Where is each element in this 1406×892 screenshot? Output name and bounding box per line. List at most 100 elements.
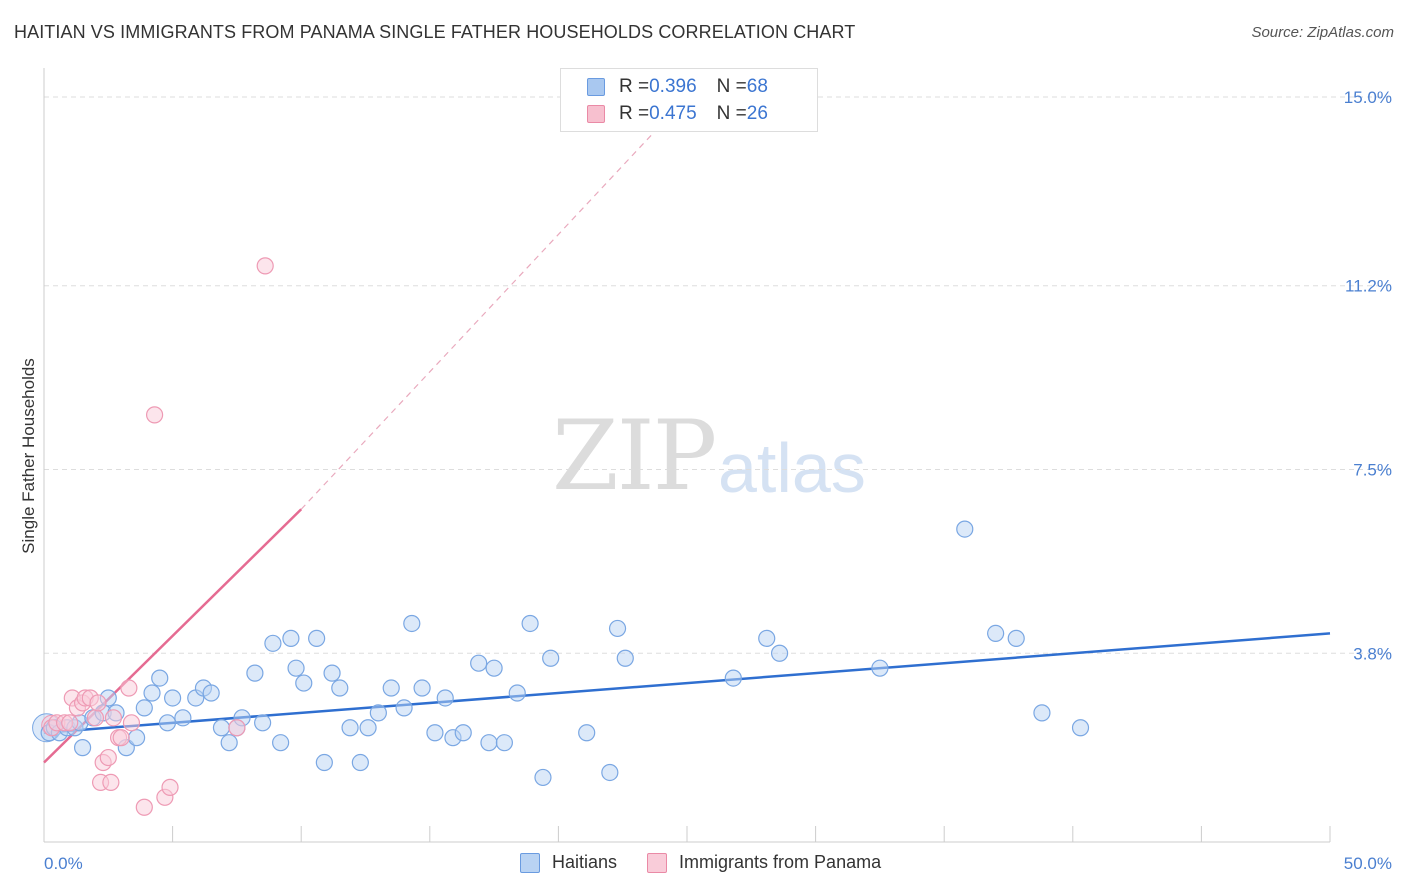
- legend-n-value: 26: [746, 103, 768, 124]
- point-haitians: [341, 719, 359, 737]
- legend-r-label: R =: [619, 103, 650, 124]
- y-tick-label: 11.2%: [1345, 277, 1392, 296]
- point-haitians: [534, 768, 552, 787]
- point-haitians: [287, 659, 305, 677]
- stats-legend: R = 0.396 N = 68 R = 0.475 N = 26: [560, 68, 818, 132]
- point-haitians: [202, 684, 220, 702]
- point-haitians: [1033, 704, 1051, 722]
- point-haitians: [1071, 719, 1090, 737]
- point-haitians: [436, 689, 454, 707]
- point-haitians: [351, 753, 369, 772]
- point-haitians: [151, 669, 169, 687]
- legend-n-value: 68: [746, 76, 768, 97]
- legend-swatch-panama: [587, 105, 605, 123]
- trend-lines: [43, 96, 1331, 764]
- legend-row-panama: R = 0.475 N = 26: [587, 102, 768, 126]
- point-haitians: [871, 659, 889, 677]
- point-haitians: [403, 614, 421, 633]
- point-haitians: [608, 619, 627, 638]
- tick-labels: 3.8% 7.5% 11.2% 15.0% 0.0% 50.0% Single Father…: [19, 88, 1392, 873]
- point-haitians: [135, 699, 153, 717]
- point-haitians: [495, 734, 513, 752]
- point-haitians: [542, 649, 560, 667]
- point-haitians: [382, 679, 400, 697]
- point-haitians: [143, 684, 161, 702]
- point-haitians: [480, 734, 498, 752]
- point-haitians: [1007, 629, 1025, 647]
- point-panama: [102, 773, 120, 792]
- point-haitians: [413, 679, 431, 697]
- point-panama: [256, 257, 274, 275]
- point-haitians: [616, 649, 634, 667]
- gridlines: [44, 96, 1392, 654]
- point-haitians: [454, 724, 472, 742]
- legend-swatch-haitians: [520, 852, 540, 873]
- point-panama: [86, 709, 105, 727]
- trend-extension-panama: [300, 96, 688, 510]
- point-haitians: [331, 679, 349, 697]
- point-panama: [161, 778, 179, 796]
- legend-item-haitians[interactable]: Haitians: [520, 852, 617, 873]
- point-haitians: [315, 753, 333, 772]
- chart-title: HAITIAN VS IMMIGRANTS FROM PANAMA SINGLE…: [14, 22, 856, 42]
- y-tick-label: 15.0%: [1344, 88, 1392, 107]
- point-panama: [122, 714, 141, 732]
- point-haitians: [174, 709, 192, 727]
- point-haitians: [158, 714, 177, 732]
- legend-item-panama[interactable]: Immigrants from Panama: [647, 852, 881, 873]
- point-panama: [120, 679, 138, 697]
- x-tick-label: 50.0%: [1344, 854, 1392, 873]
- series-legend: Haitians Immigrants from Panama: [520, 852, 911, 873]
- point-haitians: [246, 664, 264, 682]
- legend-r-value: 0.475: [649, 103, 697, 124]
- point-haitians: [264, 634, 282, 652]
- point-haitians: [164, 689, 182, 707]
- point-haitians: [254, 714, 272, 732]
- point-haitians: [127, 729, 146, 747]
- legend-n-label: N =: [716, 103, 747, 124]
- legend-label-haitians: Haitians: [552, 852, 618, 872]
- point-haitians: [212, 719, 231, 737]
- point-panama: [228, 719, 246, 737]
- point-haitians: [73, 739, 92, 757]
- legend-swatch-panama: [647, 852, 668, 873]
- point-haitians: [724, 669, 742, 687]
- watermark-zip: ZIP: [552, 400, 717, 512]
- legend-n-label: N =: [716, 76, 747, 97]
- watermark-atlas: atlas: [718, 429, 866, 507]
- point-haitians: [359, 719, 377, 737]
- point-haitians: [426, 724, 444, 742]
- data-points: [32, 257, 1090, 816]
- point-haitians: [395, 699, 413, 717]
- legend-swatch-haitians: [587, 78, 605, 96]
- x-tick-label: 0.0%: [44, 854, 83, 873]
- point-haitians: [369, 704, 387, 722]
- legend-label-panama: Immigrants from Panama: [679, 852, 882, 872]
- point-panama: [145, 406, 164, 424]
- point-panama: [104, 709, 123, 727]
- point-haitians: [323, 664, 341, 682]
- point-haitians: [508, 684, 526, 702]
- y-tick-label: 3.8%: [1353, 644, 1392, 663]
- point-haitians: [272, 734, 290, 752]
- legend-r-value: 0.396: [649, 76, 697, 97]
- point-haitians: [770, 644, 789, 662]
- point-haitians: [578, 724, 596, 742]
- y-axis-title: Single Father Households: [19, 358, 38, 554]
- point-panama: [135, 798, 153, 816]
- source-label: Source: ZipAtlas.com: [1251, 24, 1394, 41]
- point-haitians: [987, 624, 1005, 643]
- legend-r-label: R =: [619, 76, 650, 97]
- point-haitians: [295, 674, 313, 692]
- point-haitians: [521, 614, 539, 633]
- legend-row-haitians: R = 0.396 N = 68: [587, 75, 768, 99]
- point-haitians: [758, 629, 776, 647]
- point-panama: [89, 694, 107, 712]
- point-panama: [99, 748, 117, 767]
- point-haitians: [282, 629, 300, 647]
- point-haitians: [220, 734, 238, 752]
- point-haitians: [956, 520, 974, 538]
- point-panama: [61, 714, 79, 732]
- point-haitians: [485, 659, 503, 677]
